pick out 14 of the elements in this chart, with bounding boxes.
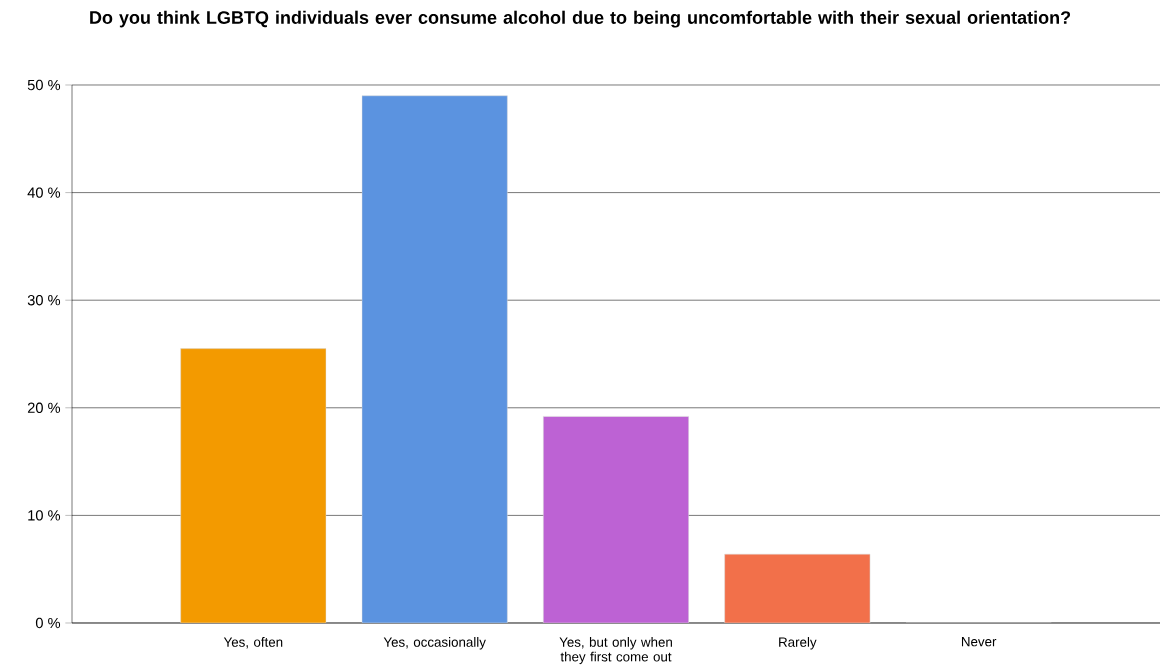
y-tick-label: 10 % [28,510,61,521]
x-tick-label: Never [961,637,997,647]
y-tick-label: 20 % [27,402,61,414]
bar [361,95,508,624]
y-tick-label: 30 % [27,295,61,306]
y-tick-label: 0 % [35,618,61,629]
y-tick-label: 40 % [27,187,61,198]
y-tick-label: 50 % [27,80,61,91]
x-tick-label: Rarely [779,637,817,650]
x-tick-label: Yes, often [223,637,283,649]
x-tick-label: Yes, occasionally [383,637,486,650]
x-tick-label: Yes, but only when they first come out [559,637,672,665]
bar [180,348,327,624]
chart-title: Do you think LGBTQ individuals ever consume alcohol due to being uncomfortable with their sexual orientation? [90,10,1071,28]
